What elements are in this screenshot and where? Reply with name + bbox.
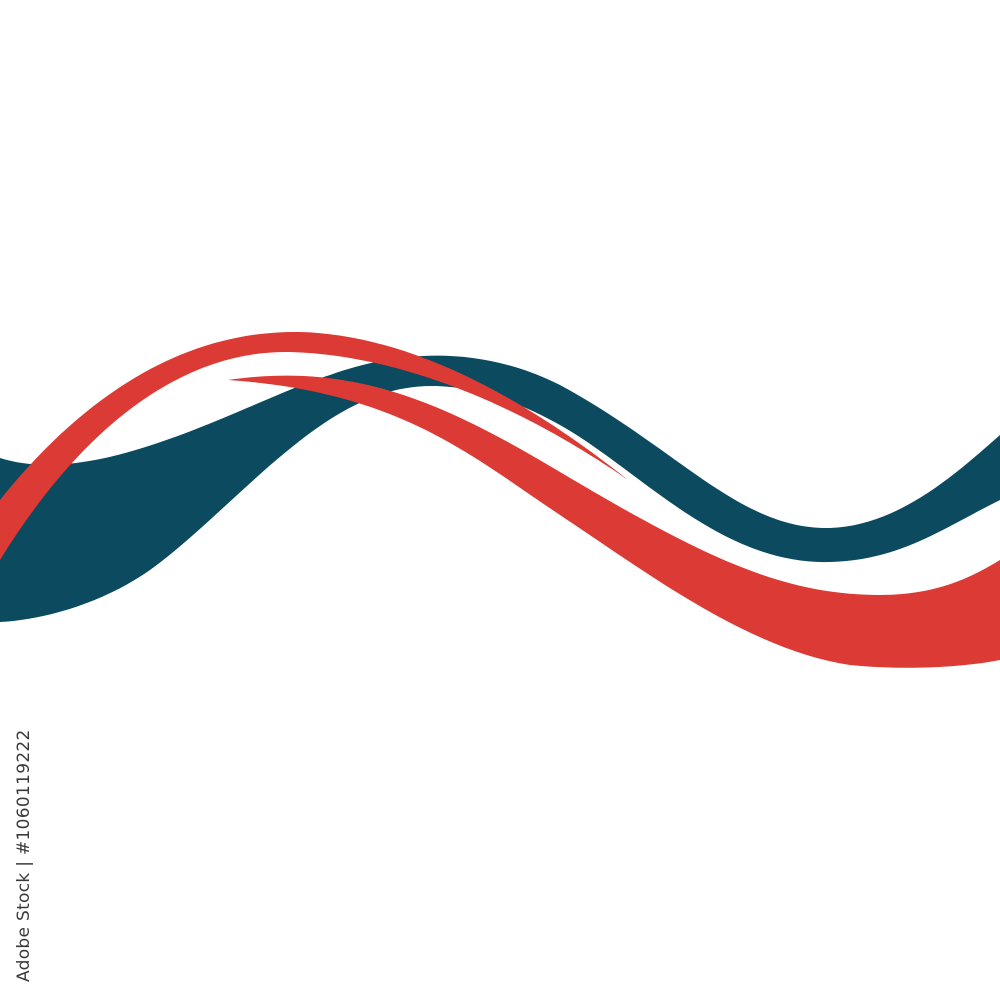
red-main-wave <box>228 375 1000 668</box>
stock-watermark: Adobe Stock | #1060119222 <box>14 729 34 982</box>
teal-wave <box>0 355 1000 622</box>
red-arc-wave <box>0 331 628 560</box>
